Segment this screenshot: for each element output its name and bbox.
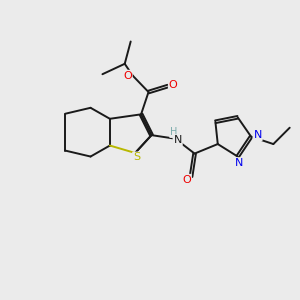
Text: H: H (170, 127, 178, 137)
Text: S: S (133, 152, 140, 162)
Text: N: N (254, 130, 262, 140)
Text: O: O (123, 71, 132, 81)
Text: O: O (182, 175, 191, 185)
Text: N: N (173, 135, 182, 145)
Text: N: N (235, 158, 243, 168)
Text: O: O (169, 80, 178, 90)
